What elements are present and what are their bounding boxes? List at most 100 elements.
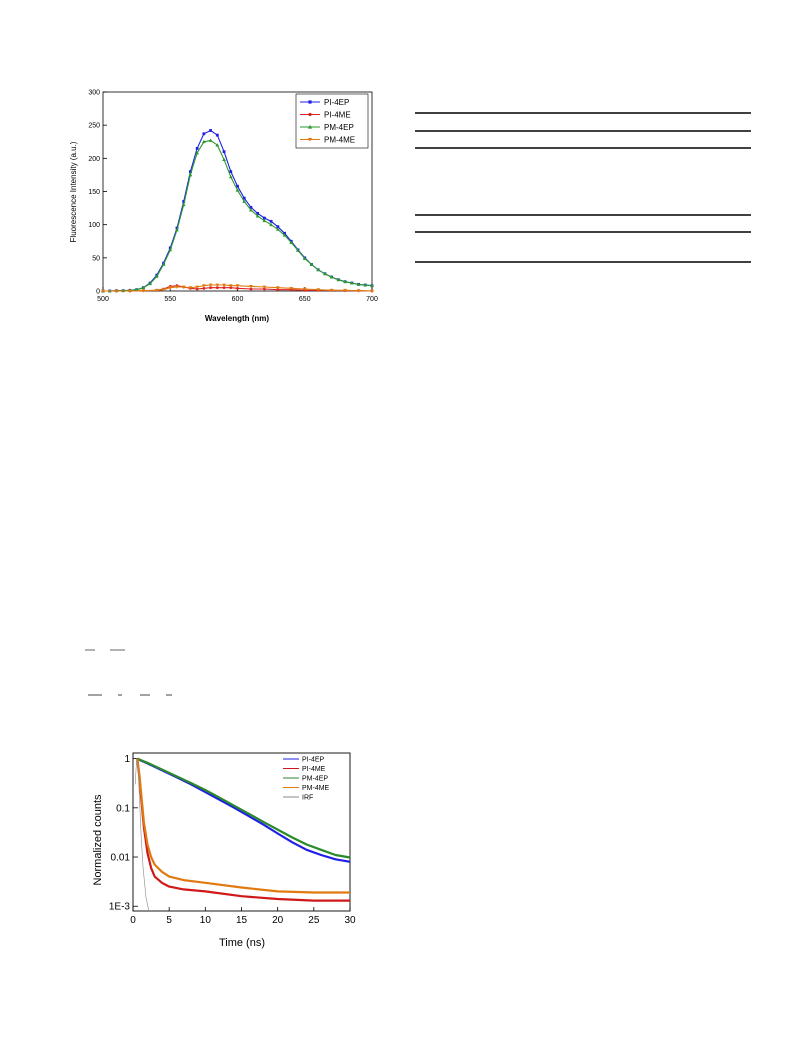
data-point: [283, 231, 286, 235]
series-line: [136, 757, 351, 859]
data-point: [181, 202, 186, 207]
data-point: [189, 170, 192, 173]
legend-label: PM-4ME: [324, 136, 355, 145]
x-tick-label: 600: [232, 296, 244, 303]
data-point: [308, 112, 312, 117]
data-point: [168, 286, 173, 290]
y-tick-label: 0.01: [111, 853, 131, 864]
data-point: [201, 284, 206, 288]
data-point: [229, 170, 233, 173]
data-point: [262, 218, 267, 223]
data-point: [249, 284, 253, 289]
legend-label: PM-4EP: [302, 776, 328, 783]
data-point: [235, 188, 240, 192]
data-point: [154, 274, 159, 278]
series-line: [103, 139, 373, 292]
chart2-ylabel: Normalized counts: [92, 794, 104, 886]
data-point: [195, 146, 199, 150]
data-point: [114, 289, 119, 293]
data-point: [370, 289, 374, 293]
data-point: [195, 151, 200, 155]
series-line: [134, 759, 150, 912]
fluorescence-chart: 500 550 600 650 700 0 50 100 150 200 250 300 PI-4EP…: [69, 90, 378, 324]
x-tick-label: 700: [366, 296, 378, 303]
data-point: [289, 240, 294, 244]
data-point: [242, 199, 247, 203]
data-point: [141, 285, 146, 290]
data-point: [168, 247, 173, 252]
y-tick-label: 50: [92, 255, 100, 262]
x-tick-label: 20: [272, 915, 284, 926]
y-tick-label: 0.1: [116, 803, 130, 814]
y-tick-label: 1: [124, 754, 130, 765]
y-tick-label: 0: [96, 289, 100, 296]
data-point: [222, 157, 226, 162]
data-point: [175, 228, 179, 232]
y-tick-label: 150: [88, 189, 100, 196]
data-point: [276, 288, 280, 292]
data-point: [302, 287, 307, 291]
data-point: [161, 262, 166, 266]
legend-label: PM-4EP: [324, 123, 354, 132]
data-point: [309, 262, 314, 266]
data-point: [235, 284, 240, 288]
data-point: [168, 246, 172, 250]
data-point: [154, 288, 159, 293]
data-point: [242, 196, 246, 200]
data-point: [195, 285, 200, 289]
data-point: [215, 283, 220, 287]
chart2-series: [134, 757, 351, 912]
data-point: [323, 271, 327, 276]
data-point: [228, 284, 233, 288]
chart2-xlabel: Time (ns): [219, 937, 265, 949]
data-point: [308, 100, 312, 104]
data-point: [256, 211, 260, 215]
data-point: [161, 288, 166, 292]
chart1-xlabel: Wavelength (nm): [205, 314, 269, 323]
data-point: [316, 267, 321, 272]
data-point: [236, 184, 239, 188]
data-point: [370, 283, 374, 288]
data-point: [228, 175, 233, 179]
chart1-legend: PI-4EP PI-4ME PM-4EP PM-4ME: [295, 93, 369, 149]
data-point: [229, 286, 233, 290]
data-point: [307, 137, 313, 142]
data-point: [188, 173, 193, 177]
data-point: [275, 227, 280, 231]
data-point: [276, 225, 280, 229]
data-point: [222, 286, 226, 290]
data-point: [222, 150, 226, 154]
y-tick-label: 250: [88, 123, 100, 130]
data-point: [215, 133, 219, 137]
data-point: [329, 275, 334, 279]
chart1-axes: 500 550 600 650 700 0 50 100 150 200 250 300: [88, 90, 378, 304]
data-point: [316, 288, 321, 292]
data-point: [236, 286, 239, 290]
x-tick-label: 10: [200, 915, 212, 926]
data-point: [275, 286, 280, 290]
series-line: [136, 758, 350, 894]
data-point: [343, 279, 347, 284]
legend-label: PM-4ME: [302, 785, 330, 792]
legend-label: PI-4EP: [324, 98, 349, 107]
x-tick-label: 550: [164, 296, 176, 303]
y-tick-label: 1E-3: [109, 902, 131, 913]
data-point: [208, 283, 213, 287]
data-point: [141, 289, 146, 293]
data-point: [269, 219, 273, 223]
data-point: [296, 248, 300, 252]
table-rules: [415, 112, 751, 263]
data-point: [195, 287, 199, 291]
data-point: [255, 214, 260, 218]
x-tick-label: 650: [299, 296, 311, 303]
data-point: [148, 281, 152, 286]
data-point: [356, 289, 361, 293]
x-tick-label: 25: [308, 915, 320, 926]
data-point: [329, 288, 334, 293]
data-point: [343, 288, 347, 293]
data-point: [208, 138, 213, 142]
series-line: [103, 129, 373, 292]
legend-label: IRF: [302, 795, 313, 802]
data-point: [175, 285, 179, 289]
chart1-ylabel: Fluorescence Intensity (a.u.): [69, 141, 78, 242]
